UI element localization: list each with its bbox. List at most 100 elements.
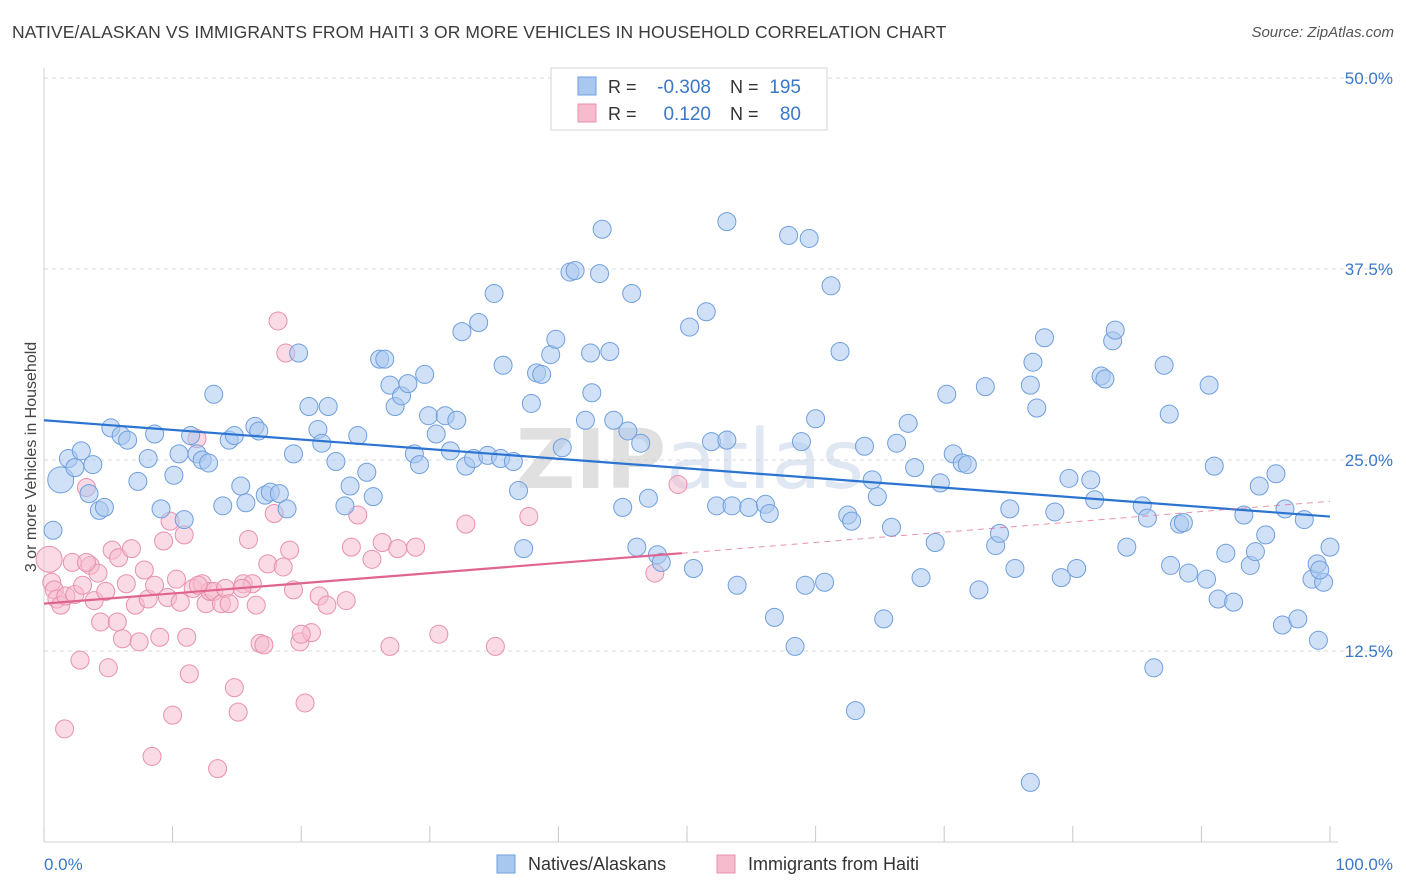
blue-point	[199, 453, 219, 473]
blue-point	[514, 539, 534, 559]
blue-point	[213, 496, 233, 516]
blue-point	[592, 219, 612, 239]
blue-point	[1275, 499, 1295, 519]
blue-point	[118, 430, 138, 450]
blue-point	[1216, 543, 1236, 563]
blue-point	[696, 302, 716, 322]
blue-point	[887, 433, 907, 453]
trend-line-natives	[43, 419, 1331, 518]
blue-point	[236, 493, 256, 513]
blue-point	[881, 517, 901, 537]
blue-point	[930, 473, 950, 493]
legend-n-value-1: 195	[769, 77, 801, 98]
pink-point	[341, 537, 361, 557]
pink-point	[362, 549, 382, 569]
blue-point	[791, 432, 811, 452]
blue-point	[277, 499, 297, 519]
blue-point	[1199, 375, 1219, 395]
pink-point	[73, 575, 93, 595]
blue-point	[799, 228, 819, 248]
x-tick-label-min: 0.0%	[44, 855, 83, 874]
blue-point	[94, 497, 114, 517]
pink-point	[76, 552, 96, 572]
blue-point	[164, 465, 184, 485]
tick-labels: 12.5% 25.0% 37.5% 50.0% 0.0% 100.0%	[44, 69, 1393, 874]
blue-point	[151, 499, 171, 519]
legend-n-label-2: N =	[730, 104, 759, 124]
pink-point	[485, 636, 505, 656]
y-axis-label: 3 or more Vehicles in Household	[23, 342, 40, 572]
pink-point	[317, 595, 337, 615]
blue-point	[447, 410, 467, 430]
blue-point	[312, 433, 332, 453]
blue-point	[398, 374, 418, 394]
blue-point	[1197, 569, 1217, 589]
blue-point	[1117, 537, 1137, 557]
pink-point	[134, 560, 154, 580]
blue-point	[318, 397, 338, 417]
pink-point	[70, 650, 90, 670]
legend-stats: R = -0.308 N = 195 R = 0.120 N = 80	[550, 67, 828, 131]
pink-point	[179, 664, 199, 684]
blue-point	[806, 409, 826, 429]
blue-point	[83, 455, 103, 475]
blue-point	[1095, 369, 1115, 389]
legend-n-value-2: 80	[780, 104, 801, 125]
blue-point	[79, 484, 99, 504]
blue-point	[1020, 772, 1040, 792]
pink-point	[283, 580, 303, 600]
series-immigrants-from-haiti	[35, 311, 688, 779]
blue-point	[419, 406, 439, 426]
blue-point	[651, 552, 671, 572]
blue-point	[565, 261, 585, 281]
blue-point	[1266, 464, 1286, 484]
blue-point	[348, 426, 368, 446]
blue-point	[717, 212, 737, 232]
x-tick-label-max: 100.0%	[1335, 855, 1393, 874]
pink-point	[238, 529, 258, 549]
blue-point	[722, 496, 742, 516]
blue-point	[363, 487, 383, 507]
blue-point	[1159, 404, 1179, 424]
blue-point	[618, 421, 638, 441]
blue-point	[779, 225, 799, 245]
blue-point	[269, 484, 289, 504]
blue-point	[925, 533, 945, 553]
blue-point	[874, 609, 894, 629]
blue-point	[71, 441, 91, 461]
blue-point	[1224, 592, 1244, 612]
blue-point	[509, 481, 529, 501]
legend-r-label-2: R =	[608, 104, 637, 124]
pink-point	[280, 540, 300, 560]
blue-point	[631, 433, 651, 453]
blue-point	[842, 511, 862, 531]
blue-point	[582, 383, 602, 403]
legend-bottom-swatch-blue	[496, 854, 516, 874]
legend-swatch-pink	[577, 103, 597, 123]
blue-point	[638, 488, 658, 508]
pink-point	[519, 507, 539, 527]
pink-point	[166, 569, 186, 589]
y-tick-label: 12.5%	[1345, 642, 1393, 661]
pink-point	[112, 629, 132, 649]
blue-point	[821, 276, 841, 296]
blue-point	[532, 364, 552, 384]
pink-point	[177, 627, 197, 647]
y-tick-label: 37.5%	[1345, 260, 1393, 279]
legend-r-value-2: 0.120	[663, 104, 711, 125]
pink-point	[154, 531, 174, 551]
blue-point	[1020, 375, 1040, 395]
blue-point	[1005, 558, 1025, 578]
blue-point	[283, 444, 303, 464]
axes	[43, 68, 1338, 843]
blue-point	[680, 317, 700, 337]
blue-point	[484, 283, 504, 303]
blue-point	[727, 575, 747, 595]
blue-point	[231, 476, 251, 496]
blue-point	[503, 452, 523, 472]
blue-point	[739, 497, 759, 517]
blue-point	[795, 575, 815, 595]
pink-point	[668, 474, 688, 494]
blue-point	[1035, 328, 1055, 348]
